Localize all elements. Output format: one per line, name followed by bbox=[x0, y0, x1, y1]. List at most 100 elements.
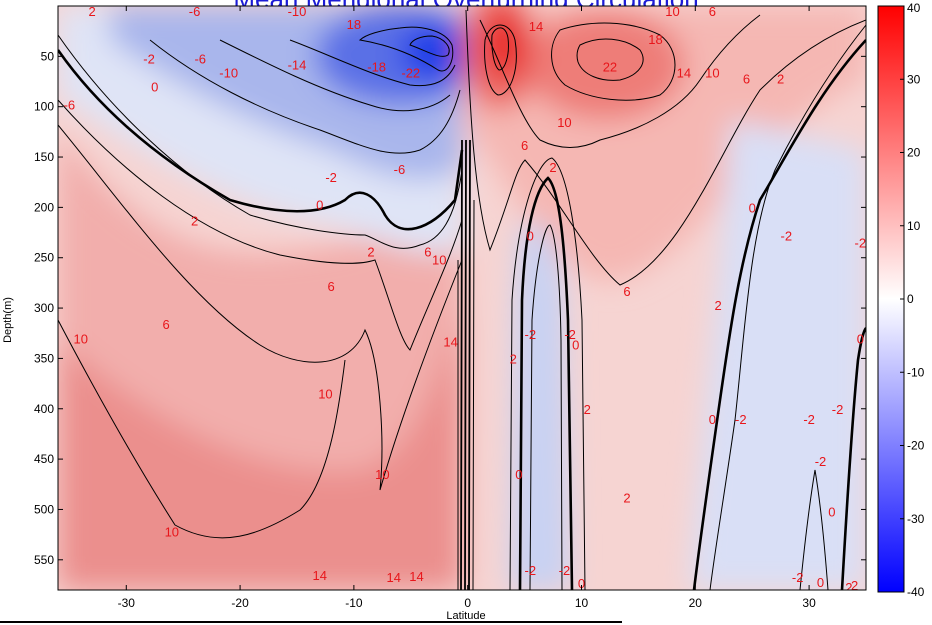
y-tick-label: 250 bbox=[34, 251, 54, 265]
contour-line bbox=[799, 469, 829, 590]
contour-label: 14 bbox=[313, 568, 327, 583]
field-positive-peak bbox=[487, 13, 523, 77]
contour-label: 6 bbox=[521, 138, 528, 153]
contour-line bbox=[709, 24, 866, 590]
contour-label: 6 bbox=[162, 317, 169, 332]
contour-label: -2 bbox=[564, 327, 576, 342]
contour-label: 2 bbox=[510, 351, 517, 366]
contour-label: 0 bbox=[828, 504, 835, 519]
x-tick-label: 30 bbox=[802, 596, 816, 610]
contour-label: 0 bbox=[817, 575, 824, 590]
contour-label: 14 bbox=[409, 569, 423, 584]
contour-label: 18 bbox=[347, 17, 361, 32]
contour-label: 18 bbox=[648, 32, 662, 47]
colorbar-ticks: 40 30 20 10 0 -10 -20 -30 -40 bbox=[900, 1, 925, 599]
x-tick-label: 20 bbox=[689, 596, 703, 610]
contour-line bbox=[518, 176, 574, 590]
x-tick-label: -30 bbox=[118, 596, 136, 610]
contour-label: 2 bbox=[89, 4, 96, 19]
contour-line bbox=[491, 27, 509, 71]
y-tick-label: 300 bbox=[34, 301, 54, 315]
x-tick-label: 10 bbox=[575, 596, 589, 610]
contour-label: 2 bbox=[367, 245, 374, 260]
contour-line bbox=[509, 157, 586, 590]
contour-label: 6 bbox=[709, 4, 716, 19]
contour-label: 2 bbox=[714, 298, 721, 313]
contour-label: -2 bbox=[143, 51, 155, 66]
y-tick-label: 100 bbox=[34, 100, 54, 114]
y-axis-title: Depth(m) bbox=[2, 297, 14, 343]
colorbar-tick-label: 30 bbox=[907, 72, 921, 86]
contour-label: 0 bbox=[857, 331, 864, 346]
contour-line bbox=[529, 224, 563, 590]
field-north-tongue bbox=[510, 222, 570, 590]
contour-label: -2 bbox=[803, 412, 815, 427]
contour-label: 10 bbox=[165, 525, 179, 540]
contour-label: 2 bbox=[623, 490, 630, 505]
contour-label: 10 bbox=[432, 253, 446, 268]
y-tick-label: 200 bbox=[34, 200, 54, 214]
contour-label: 0 bbox=[578, 576, 585, 591]
contour-label: 2 bbox=[584, 402, 591, 417]
contour-line bbox=[58, 319, 346, 539]
y-tick-label: 150 bbox=[34, 150, 54, 164]
x-tick-label: 0 bbox=[464, 596, 471, 610]
contour-label: -2 bbox=[735, 412, 747, 427]
contour-label: 6 bbox=[623, 284, 630, 299]
contour-label: 0 bbox=[515, 467, 522, 482]
contour-label: 0 bbox=[151, 80, 158, 95]
y-tick-label: 500 bbox=[34, 502, 54, 516]
contour-label: 14 bbox=[677, 65, 691, 80]
colorbar-tick-label: 40 bbox=[907, 1, 921, 15]
field-south-core bbox=[58, 300, 462, 590]
contour-label: -2 bbox=[855, 236, 867, 251]
contour-label: 6 bbox=[424, 245, 431, 260]
y-tick-label: 50 bbox=[41, 49, 55, 63]
contour-line bbox=[460, 139, 471, 590]
contour-label: 10 bbox=[74, 331, 88, 346]
contour-label: 0 bbox=[749, 200, 756, 215]
contour-label: -2 bbox=[815, 454, 827, 469]
contour-line bbox=[58, 34, 463, 249]
contour-line bbox=[219, 39, 451, 112]
contour-label: -14 bbox=[288, 57, 307, 72]
contour-line bbox=[576, 38, 644, 81]
x-tick-label: -20 bbox=[231, 596, 249, 610]
contour-label: 6 bbox=[743, 71, 750, 86]
contour-line bbox=[551, 22, 676, 101]
x-tick-label: -10 bbox=[345, 596, 363, 610]
contour-line bbox=[484, 24, 517, 96]
contour-label: 10 bbox=[318, 387, 332, 402]
contour-label: 10 bbox=[557, 115, 571, 130]
y-tick-label: 550 bbox=[34, 553, 54, 567]
contour-label: 0 bbox=[527, 229, 534, 244]
contour-lines bbox=[58, 9, 866, 590]
contour-label: -2 bbox=[525, 563, 537, 578]
contour-line bbox=[457, 199, 475, 590]
contour-label: 2 bbox=[549, 160, 556, 175]
contour-label: 10 bbox=[705, 65, 719, 80]
contour-label: -22 bbox=[401, 65, 420, 80]
field-positive-right bbox=[525, 10, 685, 120]
colorbar-tick-label: 0 bbox=[907, 292, 914, 306]
contour-label: 2 bbox=[777, 71, 784, 86]
contour-line bbox=[58, 99, 463, 351]
contour-label: 14 bbox=[386, 570, 400, 585]
contour-label: -6 bbox=[194, 51, 206, 66]
contour-label: 0 bbox=[572, 337, 579, 352]
y-tick-label: 350 bbox=[34, 351, 54, 365]
contour-label: 10 bbox=[375, 467, 389, 482]
contour-line bbox=[289, 39, 456, 87]
x-axis-title: Latitude bbox=[446, 610, 485, 622]
y-tick-label: 400 bbox=[34, 402, 54, 416]
contour-line bbox=[149, 39, 461, 154]
contour-label: -2 bbox=[792, 570, 804, 585]
colorbar bbox=[877, 5, 905, 593]
contour-label: -2 bbox=[325, 170, 337, 185]
contour-line bbox=[58, 49, 464, 231]
contour-label: -18 bbox=[367, 59, 386, 74]
contour-label: -6 bbox=[394, 162, 406, 177]
contour-line bbox=[479, 14, 761, 148]
contour-label: 10 bbox=[665, 4, 679, 19]
